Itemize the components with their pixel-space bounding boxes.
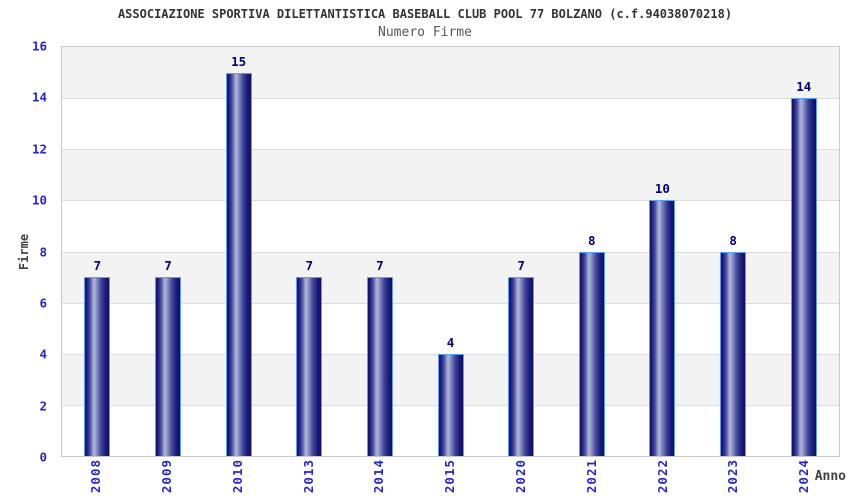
bar-slot: 14 bbox=[768, 47, 839, 456]
bar bbox=[649, 200, 676, 456]
gridline bbox=[62, 302, 839, 304]
y-tick-label: 8 bbox=[39, 244, 47, 259]
x-tick-slot: 2009 bbox=[132, 459, 203, 500]
x-axis-label: Anno bbox=[814, 469, 846, 484]
y-tick-label: 6 bbox=[39, 295, 47, 311]
x-tick-slot: 2021 bbox=[557, 459, 628, 500]
bar-slot: 7 bbox=[62, 47, 133, 456]
bar-value-label: 4 bbox=[446, 334, 455, 350]
band bbox=[62, 149, 839, 201]
x-tick-slot: 2010 bbox=[203, 459, 274, 500]
bar bbox=[296, 277, 323, 456]
x-tick-slot: 2023 bbox=[698, 459, 769, 500]
x-tick-slot: 2015 bbox=[415, 459, 486, 500]
bar bbox=[84, 277, 111, 456]
y-tick-label: 4 bbox=[39, 346, 47, 362]
x-tick-slot: 2013 bbox=[273, 459, 344, 500]
x-tick-label: 2024 bbox=[796, 459, 812, 494]
chart-subtitle: Numero Firme bbox=[378, 25, 472, 40]
y-tick-label: 0 bbox=[39, 449, 47, 465]
bar bbox=[578, 251, 605, 456]
x-tick-label: 2015 bbox=[442, 459, 458, 494]
bar-slot: 7 bbox=[274, 47, 345, 456]
band bbox=[62, 47, 839, 99]
x-tick-label: 2013 bbox=[300, 459, 316, 494]
x-tick-label: 2021 bbox=[583, 459, 599, 494]
band bbox=[62, 251, 839, 303]
bar-value-label: 8 bbox=[588, 232, 596, 248]
bar-value-label: 10 bbox=[654, 181, 670, 197]
bars-row: 7 7 15 7 7 4 7 8 10 8 14 bbox=[62, 47, 839, 456]
x-tick-slot: 2022 bbox=[628, 459, 699, 500]
bar-slot: 7 bbox=[486, 47, 557, 456]
gridline bbox=[62, 251, 839, 253]
x-axis-ticks: 2008 2009 2010 2013 2014 2015 2020 2021 2022 2023… bbox=[61, 459, 840, 500]
bar-value-label: 7 bbox=[305, 258, 313, 274]
bar-slot: 8 bbox=[698, 47, 769, 456]
bar bbox=[437, 353, 464, 456]
bar bbox=[508, 277, 535, 456]
bar bbox=[154, 277, 181, 456]
bar-value-label: 7 bbox=[376, 258, 384, 274]
bar bbox=[720, 251, 747, 456]
bar bbox=[366, 277, 393, 456]
y-tick-label: 14 bbox=[31, 89, 47, 105]
plot-area: 7 7 15 7 7 4 7 8 10 8 14 bbox=[61, 46, 840, 457]
gridline bbox=[62, 98, 839, 100]
x-tick-label: 2010 bbox=[229, 459, 245, 494]
gridline bbox=[62, 149, 839, 151]
y-tick-label: 10 bbox=[31, 192, 47, 208]
y-tick-label: 16 bbox=[31, 38, 47, 54]
x-tick-label: 2008 bbox=[88, 459, 104, 494]
y-tick-label: 2 bbox=[39, 398, 47, 414]
y-tick-label: 12 bbox=[31, 141, 47, 157]
bar-value-label: 15 bbox=[231, 53, 247, 69]
y-axis-ticks: 0 2 4 6 8 10 12 14 16 bbox=[0, 39, 56, 465]
x-tick-slot: 2008 bbox=[61, 459, 132, 500]
bar-slot: 15 bbox=[203, 47, 274, 456]
bar bbox=[790, 98, 817, 456]
x-tick-label: 2023 bbox=[725, 459, 741, 494]
bar-value-label: 7 bbox=[93, 258, 102, 274]
bar-value-label: 7 bbox=[517, 258, 525, 274]
bar-value-label: 14 bbox=[796, 79, 812, 95]
gridline bbox=[62, 200, 839, 202]
bar-slot: 7 bbox=[345, 47, 416, 456]
chart-title: ASSOCIAZIONE SPORTIVA DILETTANTISTICA BA… bbox=[117, 7, 733, 21]
x-tick-label: 2009 bbox=[158, 459, 174, 494]
bar-slot: 7 bbox=[133, 47, 204, 456]
x-tick-label: 2022 bbox=[654, 459, 670, 494]
x-tick-label: 2020 bbox=[513, 459, 529, 494]
x-tick-slot: 2020 bbox=[486, 459, 557, 500]
bar-slot: 4 bbox=[415, 47, 486, 456]
bar-value-label: 7 bbox=[164, 258, 172, 274]
bar-slot: 8 bbox=[556, 47, 627, 456]
bar bbox=[225, 72, 252, 456]
x-tick-label: 2014 bbox=[371, 459, 387, 494]
bar-value-label: 8 bbox=[729, 232, 737, 248]
bar-slot: 10 bbox=[627, 47, 698, 456]
x-tick-slot: 2014 bbox=[344, 459, 415, 500]
